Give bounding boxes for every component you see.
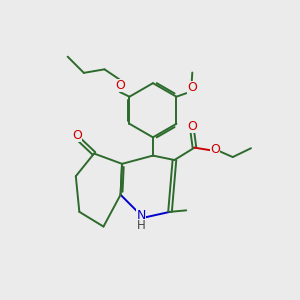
Text: O: O — [187, 120, 197, 133]
Text: O: O — [72, 129, 82, 142]
Text: O: O — [116, 79, 126, 92]
Text: N: N — [136, 209, 146, 222]
Text: O: O — [187, 81, 197, 94]
Text: O: O — [210, 142, 220, 156]
Text: H: H — [137, 220, 146, 232]
